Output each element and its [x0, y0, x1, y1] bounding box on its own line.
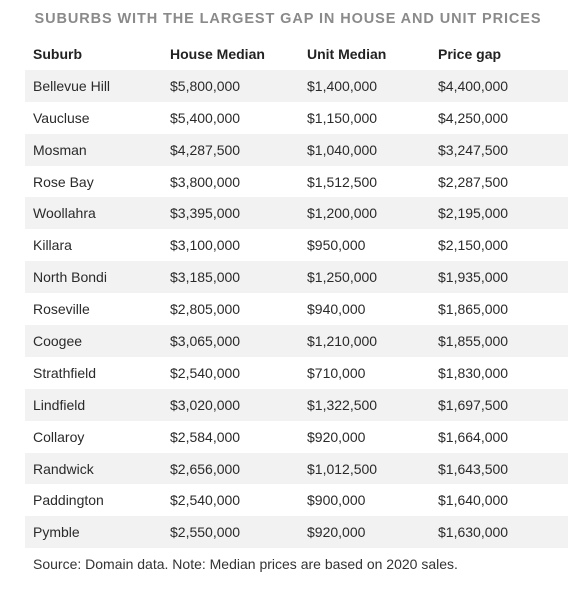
table-row: Strathfield $2,540,000 $710,000 $1,830,000: [25, 356, 568, 389]
cell-suburb: Strathfield: [33, 364, 97, 381]
cell-unit-median: $710,000: [307, 364, 366, 381]
cell-suburb: Rose Bay: [33, 173, 94, 190]
cell-unit-median: $950,000: [307, 237, 366, 254]
cell-house-median: $3,395,000: [170, 205, 241, 222]
cell-suburb: Pymble: [33, 524, 80, 541]
cell-unit-median: $1,040,000: [307, 141, 378, 158]
cell-price-gap: $1,630,000: [438, 524, 509, 541]
table-row: Coogee $3,065,000 $1,210,000 $1,855,000: [25, 325, 568, 357]
table-row: Woollahra $3,395,000 $1,200,000 $2,195,000: [25, 197, 568, 230]
cell-price-gap: $2,150,000: [438, 237, 509, 254]
table-row: Randwick $2,656,000 $1,012,500 $1,643,500: [25, 452, 568, 485]
cell-house-median: $3,065,000: [170, 332, 241, 349]
cell-price-gap: $4,250,000: [438, 109, 509, 126]
header-price-gap: Price gap: [438, 45, 502, 62]
cell-house-median: $2,540,000: [170, 364, 241, 381]
cell-price-gap: $2,195,000: [438, 205, 509, 222]
table-row: Rose Bay $3,800,000 $1,512,500 $2,287,500: [25, 165, 568, 198]
cell-suburb: Woollahra: [33, 205, 96, 222]
table-row: Killara $3,100,000 $950,000 $2,150,000: [25, 229, 568, 262]
cell-price-gap: $1,830,000: [438, 364, 509, 381]
cell-suburb: Bellevue Hill: [33, 77, 111, 94]
cell-price-gap: $1,643,500: [438, 460, 509, 477]
table-row: Paddington $2,540,000 $900,000 $1,640,000: [25, 484, 568, 517]
cell-price-gap: $1,935,000: [438, 269, 509, 286]
cell-house-median: $4,287,500: [170, 141, 241, 158]
cell-unit-median: $1,512,500: [307, 173, 378, 190]
cell-price-gap: $1,865,000: [438, 301, 509, 318]
cell-suburb: Vaucluse: [33, 109, 90, 126]
table-row: Bellevue Hill $5,800,000 $1,400,000 $4,400,…: [25, 69, 568, 102]
cell-suburb: Collaroy: [33, 428, 85, 445]
cell-unit-median: $1,400,000: [307, 77, 378, 94]
cell-price-gap: $1,697,500: [438, 396, 509, 413]
cell-price-gap: $1,664,000: [438, 428, 509, 445]
source-note: Source: Domain data. Note: Median prices…: [33, 556, 458, 572]
cell-unit-median: $1,250,000: [307, 269, 378, 286]
cell-unit-median: $1,210,000: [307, 332, 378, 349]
cell-suburb: Killara: [33, 237, 72, 254]
cell-house-median: $2,656,000: [170, 460, 241, 477]
cell-house-median: $3,800,000: [170, 173, 241, 190]
table-row: Pymble $2,550,000 $920,000 $1,630,000: [25, 516, 568, 549]
cell-suburb: North Bondi: [33, 269, 107, 286]
cell-price-gap: $2,287,500: [438, 173, 509, 190]
header-house-median: House Median: [170, 45, 265, 62]
cell-suburb: Roseville: [33, 301, 90, 318]
cell-suburb: Lindfield: [33, 396, 86, 413]
header-suburb: Suburb: [33, 45, 82, 62]
cell-suburb: Mosman: [33, 141, 87, 158]
cell-house-median: $5,800,000: [170, 77, 241, 94]
cell-unit-median: $900,000: [307, 492, 366, 509]
cell-house-median: $2,805,000: [170, 301, 241, 318]
cell-unit-median: $1,150,000: [307, 109, 378, 126]
cell-house-median: $2,584,000: [170, 428, 241, 445]
cell-price-gap: $1,855,000: [438, 332, 509, 349]
cell-unit-median: $940,000: [307, 301, 366, 318]
table-row: Roseville $2,805,000 $940,000 $1,865,000: [25, 293, 568, 326]
price-gap-table: Suburb House Median Unit Median Price ga…: [25, 38, 568, 549]
cell-price-gap: $1,640,000: [438, 492, 509, 509]
cell-house-median: $3,185,000: [170, 269, 241, 286]
cell-suburb: Coogee: [33, 332, 83, 349]
table-row: Collaroy $2,584,000 $920,000 $1,664,000: [25, 420, 568, 453]
cell-house-median: $3,020,000: [170, 396, 241, 413]
table-title: SUBURBS WITH THE LARGEST GAP IN HOUSE AN…: [34, 11, 542, 27]
table-row: Mosman $4,287,500 $1,040,000 $3,247,500: [25, 133, 568, 166]
header-unit-median: Unit Median: [307, 45, 387, 62]
cell-price-gap: $4,400,000: [438, 77, 509, 94]
cell-house-median: $5,400,000: [170, 109, 241, 126]
cell-house-median: $2,550,000: [170, 524, 241, 541]
cell-suburb: Randwick: [33, 460, 94, 477]
cell-house-median: $3,100,000: [170, 237, 241, 254]
cell-unit-median: $1,322,500: [307, 396, 378, 413]
table-row: North Bondi $3,185,000 $1,250,000 $1,935,00…: [25, 261, 568, 294]
table-row: Vaucluse $5,400,000 $1,150,000 $4,250,000: [25, 101, 568, 134]
table-header-row: Suburb House Median Unit Median Price ga…: [25, 38, 568, 70]
table-body: Bellevue Hill $5,800,000 $1,400,000 $4,400,…: [25, 69, 568, 549]
cell-price-gap: $3,247,500: [438, 141, 509, 158]
cell-unit-median: $920,000: [307, 428, 366, 445]
cell-house-median: $2,540,000: [170, 492, 241, 509]
cell-unit-median: $920,000: [307, 524, 366, 541]
cell-unit-median: $1,012,500: [307, 460, 378, 477]
table-row: Lindfield $3,020,000 $1,322,500 $1,697,500: [25, 388, 568, 421]
cell-suburb: Paddington: [33, 492, 104, 509]
cell-unit-median: $1,200,000: [307, 205, 378, 222]
